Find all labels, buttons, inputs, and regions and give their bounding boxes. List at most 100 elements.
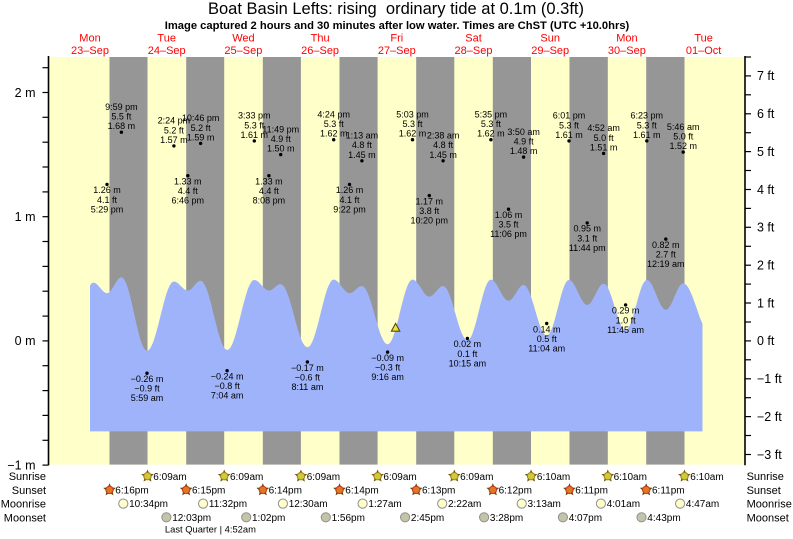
- svg-text:24–Sep: 24–Sep: [148, 45, 186, 57]
- svg-text:−0.09 m: −0.09 m: [371, 353, 404, 363]
- svg-text:Mon: Mon: [79, 32, 100, 44]
- svg-text:28–Sep: 28–Sep: [455, 45, 493, 57]
- svg-text:2 m: 2 m: [15, 86, 36, 100]
- svg-text:1.59 m: 1.59 m: [187, 132, 215, 142]
- svg-text:7:04 am: 7:04 am: [211, 391, 244, 401]
- svg-text:1.33 m: 1.33 m: [255, 177, 283, 187]
- svg-text:6:46 pm: 6:46 pm: [172, 196, 205, 206]
- svg-text:5:59 am: 5:59 am: [131, 393, 164, 403]
- svg-text:Sat: Sat: [465, 32, 482, 44]
- svg-text:26–Sep: 26–Sep: [301, 45, 339, 57]
- svg-text:−1 m: −1 m: [7, 458, 35, 472]
- svg-text:10:34pm: 10:34pm: [129, 499, 168, 510]
- svg-text:2.7 ft: 2.7 ft: [656, 250, 677, 260]
- svg-text:−0.17 m: −0.17 m: [291, 363, 324, 373]
- svg-text:Moonset: Moonset: [4, 512, 46, 524]
- svg-text:0.29 m: 0.29 m: [612, 306, 640, 316]
- svg-text:Image captured 2 hours and 30: Image captured 2 hours and 30 minutes af…: [165, 20, 630, 32]
- svg-text:4:52 am: 4:52 am: [587, 123, 620, 133]
- svg-text:1.68 m: 1.68 m: [108, 121, 136, 131]
- svg-text:5:46 am: 5:46 am: [667, 122, 700, 132]
- svg-text:1.62 m: 1.62 m: [399, 129, 427, 139]
- svg-text:6:01 pm: 6:01 pm: [553, 111, 586, 121]
- svg-text:4:01am: 4:01am: [607, 499, 640, 510]
- svg-text:3 ft: 3 ft: [757, 221, 775, 235]
- svg-text:6:09am: 6:09am: [307, 472, 340, 483]
- svg-text:11:49 pm: 11:49 pm: [262, 124, 299, 134]
- svg-text:7 ft: 7 ft: [757, 69, 775, 83]
- svg-text:11:45 am: 11:45 am: [607, 325, 644, 335]
- svg-text:30–Sep: 30–Sep: [608, 45, 646, 57]
- svg-text:−0.26 m: −0.26 m: [131, 374, 164, 384]
- svg-text:6:09am: 6:09am: [230, 472, 263, 483]
- svg-text:1 ft: 1 ft: [757, 296, 775, 310]
- svg-text:0.82 m: 0.82 m: [652, 240, 680, 250]
- svg-text:4:07pm: 4:07pm: [569, 513, 602, 524]
- svg-text:1.62 m: 1.62 m: [320, 129, 348, 139]
- svg-text:11:04 am: 11:04 am: [528, 344, 565, 354]
- svg-text:6:14pm: 6:14pm: [345, 486, 378, 497]
- svg-text:3.8 ft: 3.8 ft: [419, 206, 440, 216]
- svg-text:0.5 ft: 0.5 ft: [537, 334, 558, 344]
- svg-text:5.0 ft: 5.0 ft: [673, 132, 694, 142]
- svg-text:−0.24 m: −0.24 m: [211, 372, 244, 382]
- svg-text:5.2 ft: 5.2 ft: [191, 123, 212, 133]
- svg-text:6:14pm: 6:14pm: [269, 486, 302, 497]
- svg-text:2:24 pm: 2:24 pm: [158, 116, 191, 126]
- svg-text:9:22 pm: 9:22 pm: [333, 204, 366, 214]
- svg-text:Moonrise: Moonrise: [1, 499, 46, 511]
- svg-text:1.33 m: 1.33 m: [174, 177, 202, 187]
- svg-text:5.3 ft: 5.3 ft: [244, 120, 265, 130]
- svg-text:6:11pm: 6:11pm: [575, 486, 608, 497]
- svg-text:5.2 ft: 5.2 ft: [164, 125, 185, 135]
- svg-text:−0.8 ft: −0.8 ft: [214, 381, 240, 391]
- svg-text:6:09am: 6:09am: [153, 472, 186, 483]
- svg-text:25–Sep: 25–Sep: [224, 45, 262, 57]
- svg-text:3:13am: 3:13am: [528, 499, 561, 510]
- svg-text:−1 ft: −1 ft: [757, 372, 782, 386]
- svg-text:Wed: Wed: [232, 32, 254, 44]
- svg-text:1.0 ft: 1.0 ft: [616, 315, 637, 325]
- svg-text:9:16 am: 9:16 am: [371, 372, 404, 382]
- svg-text:Tue: Tue: [694, 32, 713, 44]
- svg-text:6:23 pm: 6:23 pm: [631, 111, 664, 121]
- svg-text:1.52 m: 1.52 m: [669, 141, 697, 151]
- svg-text:10:46 pm: 10:46 pm: [182, 113, 220, 123]
- svg-text:0.02 m: 0.02 m: [454, 339, 482, 349]
- svg-text:4.9 ft: 4.9 ft: [514, 137, 535, 147]
- svg-text:3:50 am: 3:50 am: [507, 127, 540, 137]
- svg-text:Fri: Fri: [390, 32, 403, 44]
- svg-text:−2 ft: −2 ft: [757, 410, 782, 424]
- svg-text:27–Sep: 27–Sep: [378, 45, 416, 57]
- svg-text:−0.3 ft: −0.3 ft: [375, 363, 401, 373]
- svg-text:4:43pm: 4:43pm: [647, 513, 680, 524]
- svg-text:29–Sep: 29–Sep: [531, 45, 569, 57]
- svg-text:1.57 m: 1.57 m: [160, 135, 188, 145]
- svg-text:4.4 ft: 4.4 ft: [259, 186, 280, 196]
- svg-text:5.3 ft: 5.3 ft: [324, 119, 345, 129]
- svg-text:1:02pm: 1:02pm: [252, 513, 285, 524]
- svg-text:Last Quarter | 4:52am: Last Quarter | 4:52am: [165, 524, 256, 535]
- svg-text:3.5 ft: 3.5 ft: [498, 220, 519, 230]
- svg-text:9:59 pm: 9:59 pm: [105, 102, 138, 112]
- svg-text:2:38 am: 2:38 am: [427, 131, 460, 141]
- svg-text:1:56pm: 1:56pm: [332, 513, 365, 524]
- svg-text:0.14 m: 0.14 m: [533, 324, 561, 334]
- svg-text:4 ft: 4 ft: [757, 183, 775, 197]
- svg-text:12:30am: 12:30am: [289, 499, 328, 510]
- svg-text:1.26 m: 1.26 m: [93, 185, 121, 195]
- svg-text:12:03pm: 12:03pm: [172, 513, 211, 524]
- svg-text:1.45 m: 1.45 m: [429, 150, 457, 160]
- svg-text:6 ft: 6 ft: [757, 107, 775, 121]
- svg-text:10:15 am: 10:15 am: [449, 358, 487, 368]
- svg-text:Moonset: Moonset: [747, 512, 789, 524]
- svg-text:Sunset: Sunset: [12, 485, 46, 497]
- svg-text:12:19 am: 12:19 am: [647, 259, 685, 269]
- svg-text:Sunrise: Sunrise: [9, 471, 46, 483]
- svg-text:1.62 m: 1.62 m: [477, 129, 505, 139]
- svg-text:1.26 m: 1.26 m: [336, 185, 364, 195]
- svg-text:5 ft: 5 ft: [757, 145, 775, 159]
- svg-text:5:29 pm: 5:29 pm: [91, 204, 124, 214]
- svg-text:6:15pm: 6:15pm: [192, 486, 225, 497]
- svg-text:0.1 ft: 0.1 ft: [457, 349, 478, 359]
